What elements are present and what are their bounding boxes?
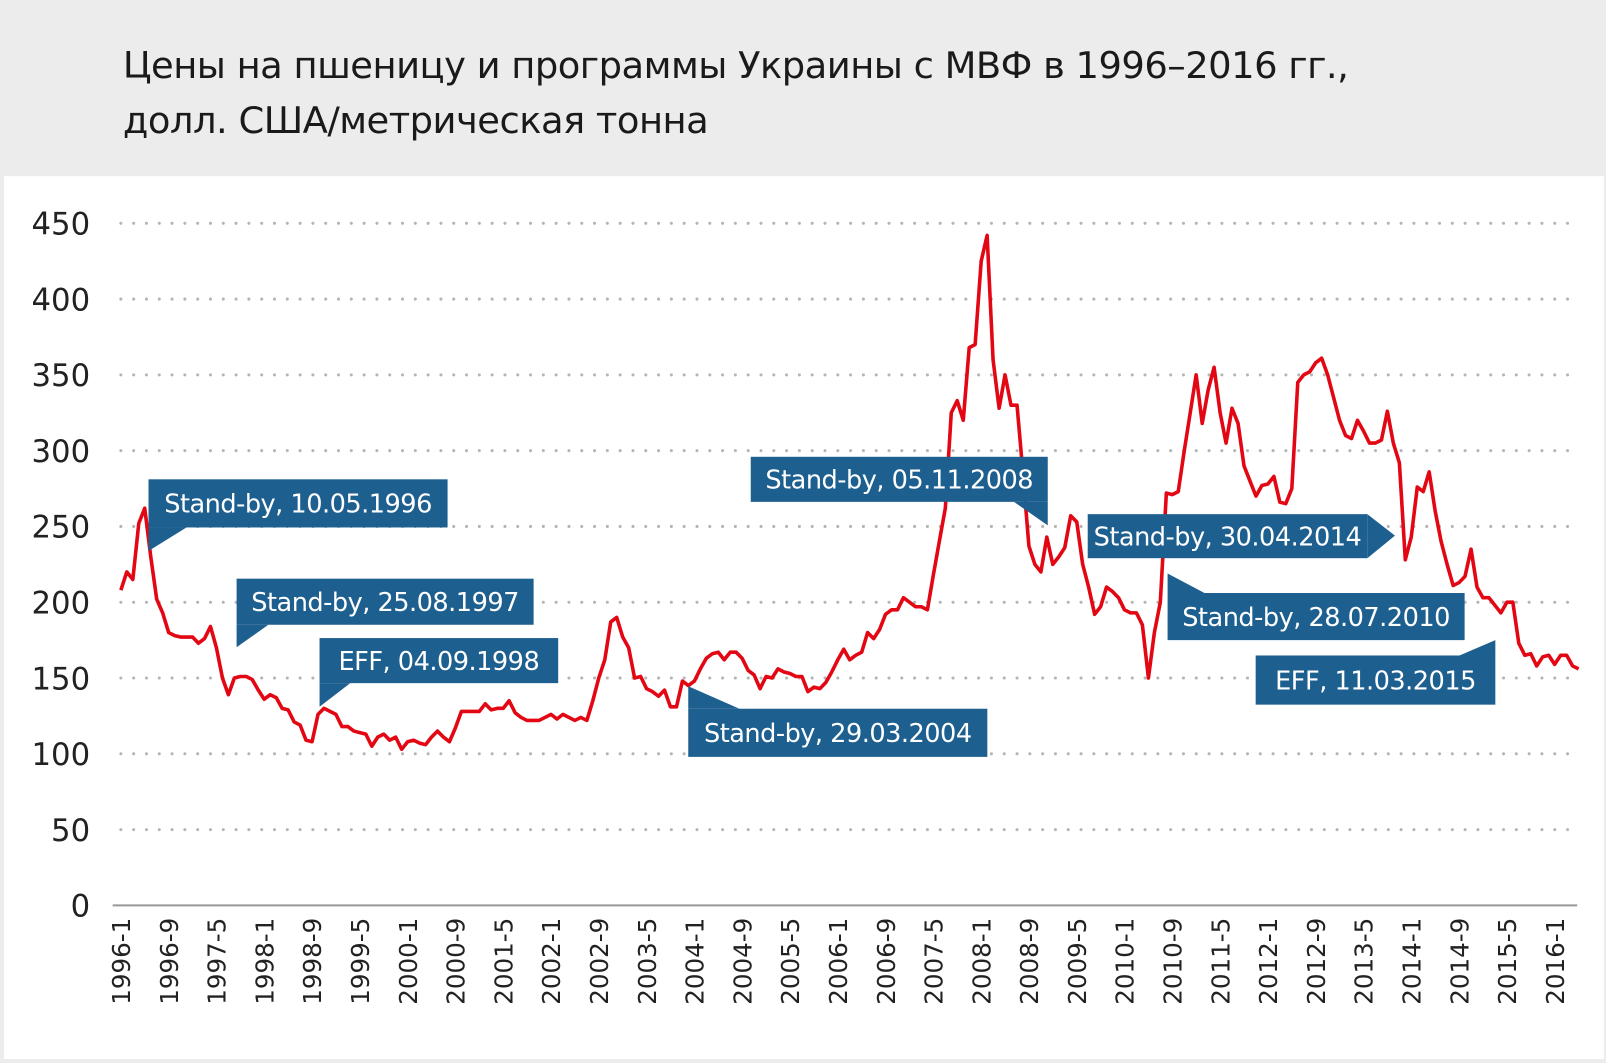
annotation-box: [1167, 593, 1465, 641]
annotation-pointer: [236, 624, 269, 648]
x-tick-label: 2004-9: [728, 918, 757, 1005]
chart-title: Цены на пшеницу и программы Украины с МВ…: [122, 39, 1349, 150]
x-tick-label: 2002-9: [585, 918, 614, 1005]
x-tick-label: 2010-9: [1159, 918, 1188, 1005]
y-tick-label: 50: [51, 813, 90, 849]
annotation-box: [688, 708, 988, 757]
x-tick-label: 2005-5: [776, 918, 805, 1005]
annotation-label: Stand-by, 25.08.1997: [251, 588, 519, 618]
annotation-callout: Stand-by, 28.07.2010: [1167, 573, 1465, 641]
x-tick-label: 2013-5: [1350, 918, 1379, 1005]
x-tick-label: 2004-1: [681, 918, 710, 1005]
annotation-box: [236, 578, 534, 625]
x-tick-label: 2011-5: [1206, 918, 1235, 1005]
y-tick-label: 200: [31, 585, 90, 621]
x-tick-label: 2015-5: [1493, 918, 1522, 1005]
y-tick-label: 350: [31, 358, 90, 394]
x-tick-label: 2014-9: [1445, 918, 1474, 1005]
x-tick-label: 2003-5: [633, 918, 662, 1005]
x-tick-label: 2006-9: [872, 918, 901, 1005]
annotation-box: [319, 638, 559, 684]
annotation-label: Stand-by, 10.05.1996: [164, 490, 432, 520]
x-tick-label: 2009-5: [1063, 918, 1092, 1005]
x-tick-label: 2001-5: [489, 918, 518, 1005]
x-tick-label: 2008-1: [967, 918, 996, 1005]
x-tick-label: 2000-1: [394, 918, 423, 1005]
y-tick-label: 300: [31, 434, 90, 470]
x-tick-label: 2012-9: [1302, 918, 1331, 1005]
x-tick-label: 1997-5: [203, 918, 232, 1005]
x-tick-label: 1996-9: [155, 918, 184, 1005]
y-tick-label: 0: [71, 889, 91, 925]
annotation-box: [148, 479, 448, 528]
annotation-label: EFF, 04.09.1998: [338, 647, 539, 677]
annotation-callout: EFF, 04.09.1998: [319, 638, 559, 707]
y-tick-label: 100: [31, 737, 90, 773]
annotation-callout: Stand-by, 10.05.1996: [148, 479, 448, 552]
x-tick-label: 1996-1: [107, 918, 136, 1005]
annotation-label: EFF, 11.03.2015: [1275, 666, 1476, 696]
x-tick-label: 1998-9: [298, 918, 327, 1005]
y-tick-label: 400: [31, 282, 90, 318]
x-tick-label: 1998-1: [250, 918, 279, 1005]
annotation-pointer: [1367, 514, 1395, 559]
annotation-box: [1087, 514, 1368, 559]
x-tick-label: 2000-9: [442, 918, 471, 1005]
annotation-box: [1255, 655, 1496, 705]
annotation-callout: Stand-by, 30.04.2014: [1087, 514, 1395, 559]
y-tick-label: 150: [31, 661, 90, 697]
annotation-callout: Stand-by, 29.03.2004: [688, 686, 988, 757]
annotation-label: Stand-by, 05.11.2008: [765, 466, 1033, 496]
title-line-1: Цены на пшеницу и программы Украины с МВ…: [122, 45, 1349, 88]
annotation-pointer: [1167, 573, 1205, 594]
x-tick-label: 2008-9: [1015, 918, 1044, 1005]
annotation-pointer: [1459, 640, 1496, 656]
annotation-label: Stand-by, 28.07.2010: [1182, 603, 1450, 633]
title-line-2: долл. США/метрическая тонна: [122, 100, 709, 143]
x-tick-label: 2012-1: [1254, 918, 1283, 1005]
annotation-pointer: [148, 527, 187, 552]
x-tick-label: 2007-5: [920, 918, 949, 1005]
x-tick-label: 2016-1: [1541, 918, 1570, 1005]
x-tick-label: 1999-5: [346, 918, 375, 1005]
annotation-label: Stand-by, 30.04.2014: [1094, 522, 1362, 552]
y-tick-label: 450: [31, 207, 90, 243]
x-tick-label: 2014-1: [1397, 918, 1426, 1005]
annotation-callout: Stand-by, 05.11.2008: [750, 456, 1048, 526]
annotation-label: Stand-by, 29.03.2004: [704, 719, 972, 749]
x-tick-label: 2002-1: [537, 918, 566, 1005]
y-tick-label: 250: [31, 510, 90, 546]
annotation-pointer: [1013, 501, 1048, 526]
annotation-callout: EFF, 11.03.2015: [1255, 640, 1496, 705]
x-tick-label: 2010-1: [1111, 918, 1140, 1005]
annotation-callout: Stand-by, 25.08.1997: [236, 578, 534, 648]
x-tick-label: 2006-1: [824, 918, 853, 1005]
annotation-pointer: [319, 683, 351, 707]
annotation-pointer: [688, 686, 740, 709]
annotation-box: [750, 456, 1048, 502]
